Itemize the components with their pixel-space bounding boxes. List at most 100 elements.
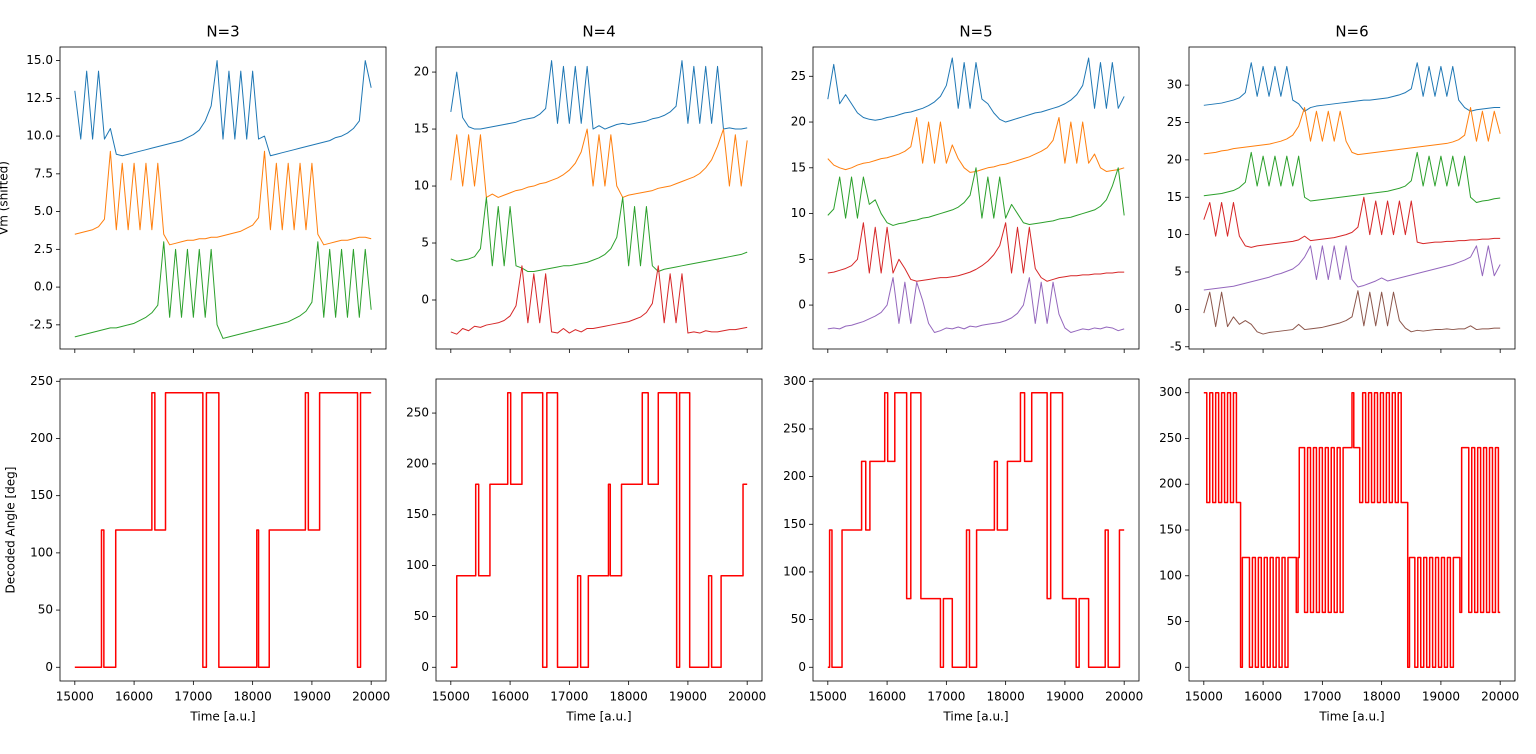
x-tick-label: 18000 xyxy=(610,690,648,704)
y-tick-label: 0 xyxy=(421,660,429,674)
x-tick-label: 16000 xyxy=(491,690,529,704)
y-tick-label: 15 xyxy=(1167,190,1182,204)
y-tick-label: 150 xyxy=(783,517,806,531)
y-tick-label: 5 xyxy=(421,236,429,250)
trace-line xyxy=(827,57,1125,123)
trace-line xyxy=(74,150,372,246)
trace-line xyxy=(74,241,372,339)
y-tick-label: 300 xyxy=(1159,385,1182,399)
y-tick-label: 150 xyxy=(1159,523,1182,537)
chart-title: N=5 xyxy=(959,23,992,41)
chart-title: N=4 xyxy=(582,23,615,41)
y-tick-label: 250 xyxy=(1159,431,1182,445)
y-tick-label: 250 xyxy=(406,406,429,420)
step-line xyxy=(1203,391,1501,669)
y-tick-label: 200 xyxy=(30,431,53,445)
y-tick-label: 200 xyxy=(783,469,806,483)
y-tick-label: 15.0 xyxy=(26,53,53,67)
trace-line xyxy=(450,128,748,198)
trace-line xyxy=(74,60,372,157)
y-tick-label: -5 xyxy=(1170,339,1182,353)
y-axis-label: Vm (shifted) xyxy=(0,161,11,235)
y-tick-label: 2.5 xyxy=(34,242,53,256)
x-tick-label: 15000 xyxy=(809,690,847,704)
y-tick-label: 20 xyxy=(414,65,429,79)
x-tick-label: 18000 xyxy=(987,690,1025,704)
x-tick-label: 19000 xyxy=(669,690,707,704)
axes-frame xyxy=(1188,46,1516,350)
y-tick-label: 15 xyxy=(414,122,429,136)
x-tick-label: 17000 xyxy=(1303,690,1341,704)
x-tick-label: 20000 xyxy=(352,690,390,704)
y-tick-label: 0 xyxy=(798,298,806,312)
y-tick-label: 100 xyxy=(30,545,53,559)
trace-line xyxy=(1203,196,1501,248)
y-tick-label: 0 xyxy=(1174,660,1182,674)
trace-line xyxy=(1203,151,1501,203)
step-line xyxy=(74,391,372,669)
x-tick-label: 20000 xyxy=(728,690,766,704)
trace-line xyxy=(1203,62,1501,112)
x-tick-label: 17000 xyxy=(174,690,212,704)
y-tick-label: -2.5 xyxy=(30,317,53,331)
trace-line xyxy=(827,222,1125,282)
x-tick-label: 18000 xyxy=(1363,690,1401,704)
x-axis-label: Time [a.u.] xyxy=(1318,710,1384,724)
y-tick-label: 200 xyxy=(406,456,429,470)
y-tick-label: 10 xyxy=(791,206,806,220)
y-tick-label: 150 xyxy=(30,488,53,502)
y-tick-label: 12.5 xyxy=(26,91,53,105)
y-tick-label: 0 xyxy=(1174,302,1182,316)
y-tick-label: 25 xyxy=(1167,115,1182,129)
y-tick-label: 0 xyxy=(798,660,806,674)
y-tick-label: 300 xyxy=(783,374,806,388)
x-tick-label: 17000 xyxy=(927,690,965,704)
step-line xyxy=(450,391,748,669)
y-tick-label: 7.5 xyxy=(34,166,53,180)
x-tick-label: 19000 xyxy=(293,690,331,704)
x-tick-label: 18000 xyxy=(234,690,272,704)
trace-line xyxy=(827,277,1125,334)
y-tick-label: 250 xyxy=(783,421,806,435)
x-tick-label: 19000 xyxy=(1046,690,1084,704)
y-tick-label: 100 xyxy=(1159,568,1182,582)
y-tick-label: 100 xyxy=(406,558,429,572)
x-tick-label: 20000 xyxy=(1105,690,1143,704)
y-tick-label: 0.0 xyxy=(34,280,53,294)
x-axis-label: Time [a.u.] xyxy=(942,710,1008,724)
trace-line xyxy=(450,196,748,273)
trace-line xyxy=(1203,107,1501,156)
y-tick-label: 50 xyxy=(1167,614,1182,628)
y-tick-label: 0 xyxy=(421,292,429,306)
y-tick-label: 20 xyxy=(791,115,806,129)
y-tick-label: 0 xyxy=(45,660,53,674)
trace-line xyxy=(827,167,1125,226)
y-tick-label: 50 xyxy=(414,609,429,623)
trace-line xyxy=(450,60,748,130)
x-tick-label: 15000 xyxy=(56,690,94,704)
x-tick-label: 17000 xyxy=(550,690,588,704)
trace-line xyxy=(1203,245,1501,291)
x-tick-label: 20000 xyxy=(1481,690,1519,704)
axes-frame xyxy=(59,46,387,350)
y-tick-label: 50 xyxy=(791,612,806,626)
y-tick-label: 150 xyxy=(406,507,429,521)
axes-frame xyxy=(812,46,1140,350)
x-tick-label: 19000 xyxy=(1422,690,1460,704)
x-tick-label: 15000 xyxy=(432,690,470,704)
y-axis-label: Decoded Angle [deg] xyxy=(4,467,18,594)
y-tick-label: 10 xyxy=(414,179,429,193)
y-tick-label: 25 xyxy=(791,69,806,83)
y-tick-label: 5 xyxy=(1174,265,1182,279)
y-tick-label: 10.0 xyxy=(26,129,53,143)
y-tick-label: 30 xyxy=(1167,78,1182,92)
x-tick-label: 16000 xyxy=(868,690,906,704)
y-tick-label: 5.0 xyxy=(34,204,53,218)
axes-frame xyxy=(812,378,1140,682)
chart-title: N=3 xyxy=(206,23,239,41)
x-axis-label: Time [a.u.] xyxy=(189,710,255,724)
y-tick-label: 50 xyxy=(38,603,53,617)
x-tick-label: 16000 xyxy=(115,690,153,704)
y-tick-label: 10 xyxy=(1167,227,1182,241)
